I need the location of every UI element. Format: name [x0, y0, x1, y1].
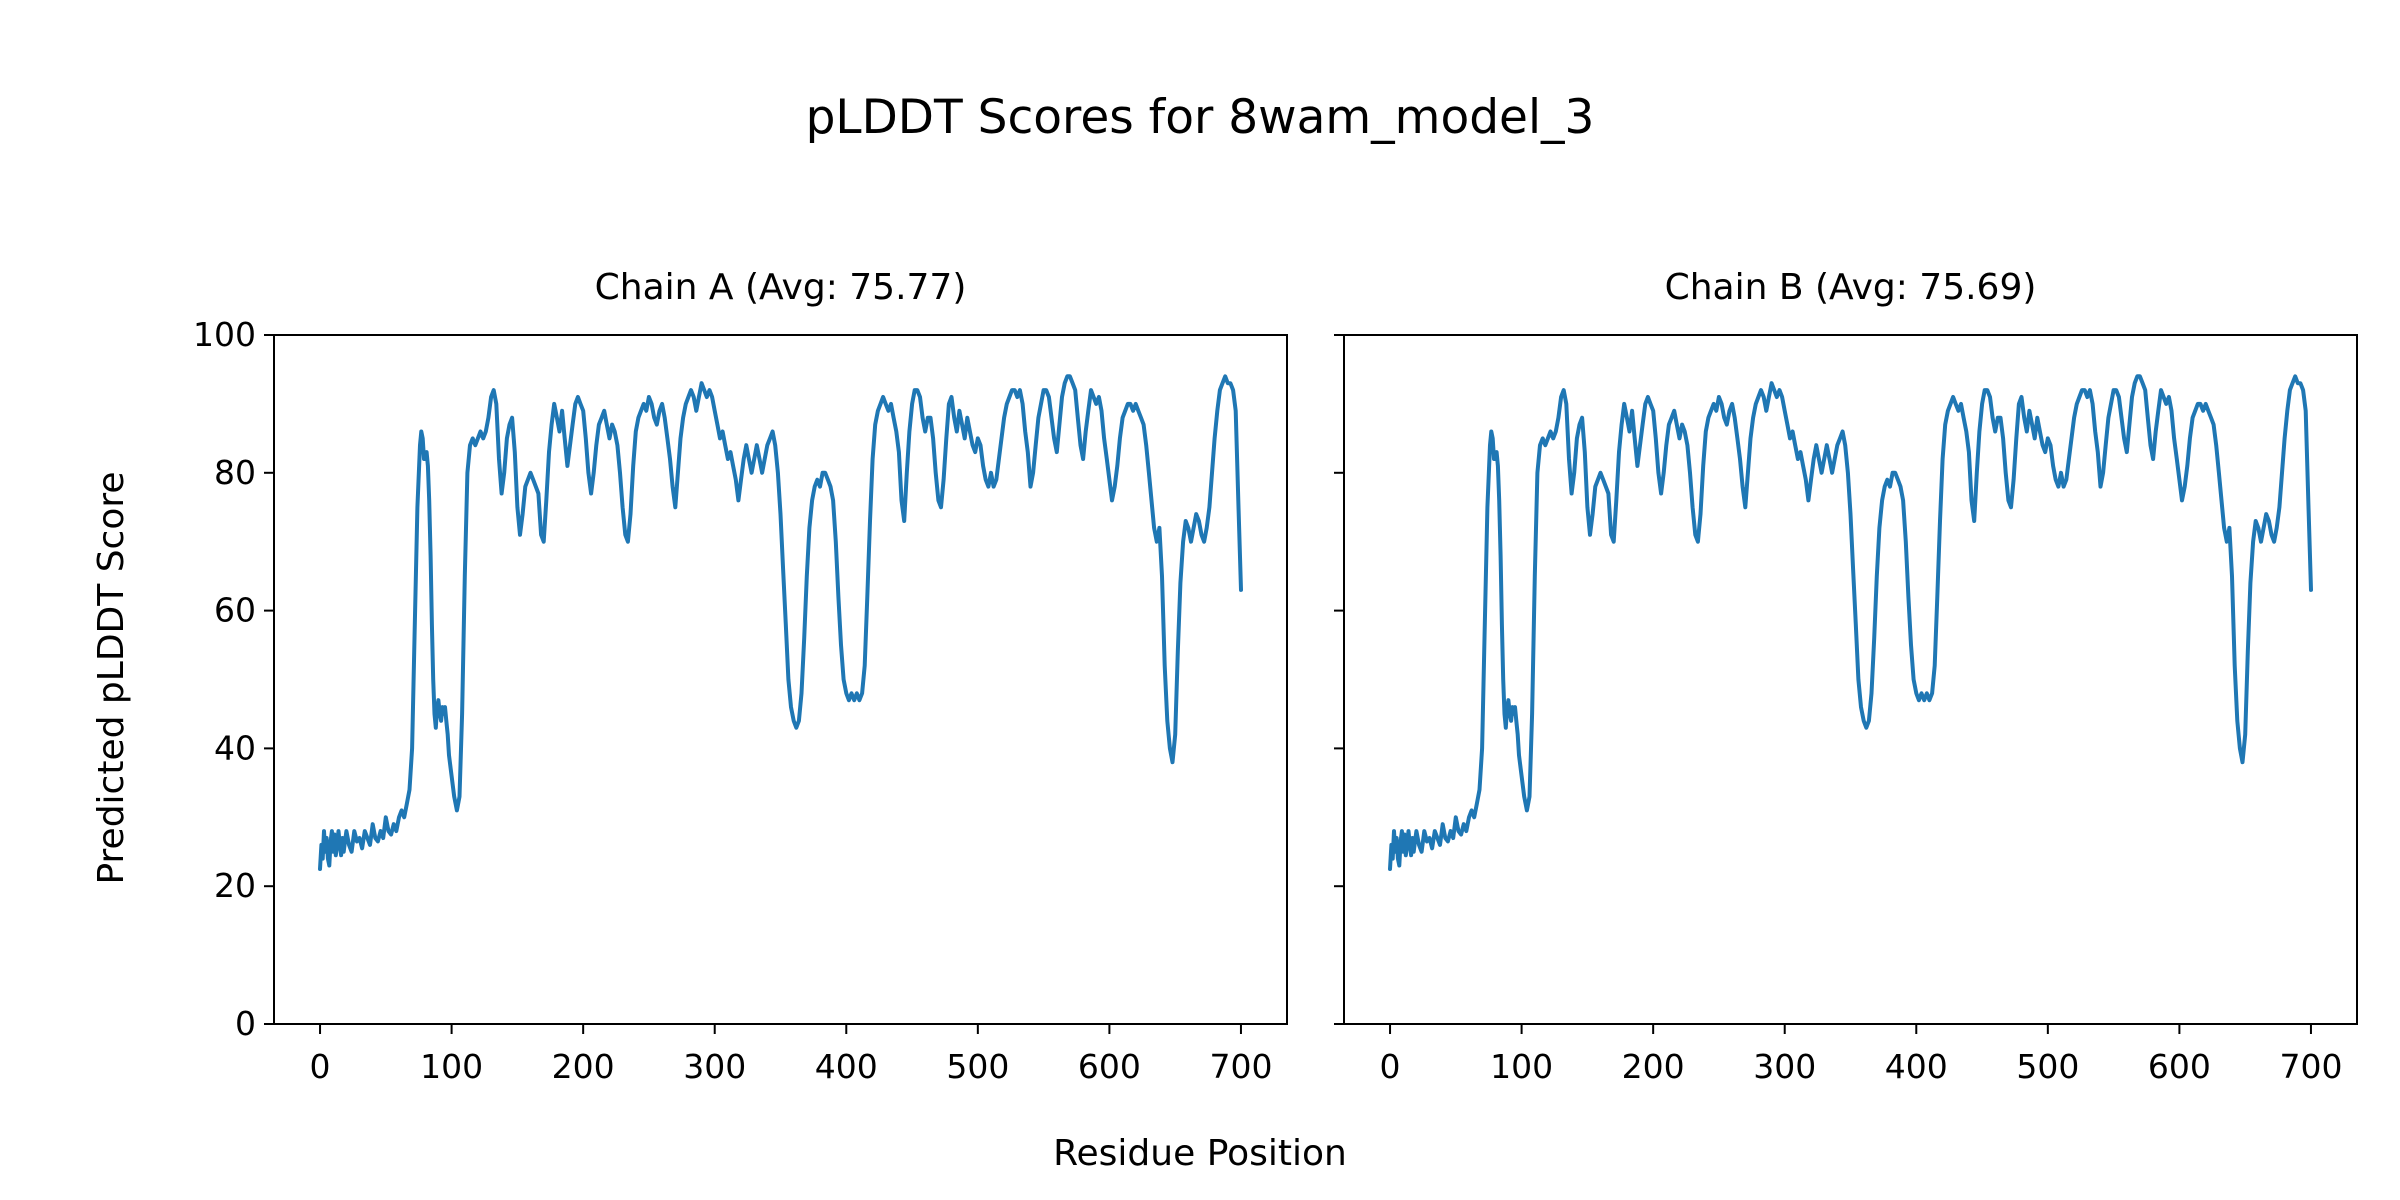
x-tick-label: 200	[1622, 1047, 1685, 1086]
x-tick-label: 700	[2279, 1047, 2342, 1086]
x-tick-label: 400	[1885, 1047, 1948, 1086]
x-tick-label: 500	[946, 1047, 1009, 1086]
x-tick-label: 300	[1753, 1047, 1816, 1086]
x-tick-label: 100	[1490, 1047, 1553, 1086]
axes-spines	[1343, 334, 2358, 1025]
y-tick-label: 60	[214, 591, 256, 630]
figure-title: pLDDT Scores for 8wam_model_3	[805, 90, 1595, 145]
x-tick-label: 500	[2016, 1047, 2079, 1086]
x-tick-label: 200	[552, 1047, 615, 1086]
y-axis-label: Predicted pLDDT Score	[91, 471, 132, 885]
y-tick-label: 0	[235, 1004, 256, 1043]
x-tick-label: 0	[310, 1047, 331, 1086]
x-tick-label: 100	[420, 1047, 483, 1086]
x-tick-label: 600	[1078, 1047, 1141, 1086]
x-tick-label: 600	[2148, 1047, 2211, 1086]
plddt-line-chain-a	[318, 374, 1243, 871]
axes-spines	[273, 334, 1288, 1025]
chain-a-axes: 0 100 200 300 400 500 600 700 0 20 40 60 80 100	[193, 315, 1288, 1086]
chain-b-axes: 0 100 200 300 400 500 600 700	[1334, 334, 2358, 1086]
x-axis-label: Residue Position	[1053, 1133, 1347, 1174]
plddt-line-chain-b	[1388, 374, 2313, 871]
subplot-title-chain-b: Chain B (Avg: 75.69)	[1664, 267, 2037, 308]
y-tick-label: 40	[214, 728, 256, 767]
x-tick-label: 400	[815, 1047, 878, 1086]
y-tick-label: 20	[214, 866, 256, 905]
x-tick-label: 700	[1209, 1047, 1272, 1086]
subplot-title-chain-a: Chain A (Avg: 75.77)	[594, 267, 967, 308]
y-tick-label: 100	[193, 315, 256, 354]
x-tick-label: 300	[683, 1047, 746, 1086]
x-tick-label: 0	[1380, 1047, 1401, 1086]
y-tick-label: 80	[214, 453, 256, 492]
